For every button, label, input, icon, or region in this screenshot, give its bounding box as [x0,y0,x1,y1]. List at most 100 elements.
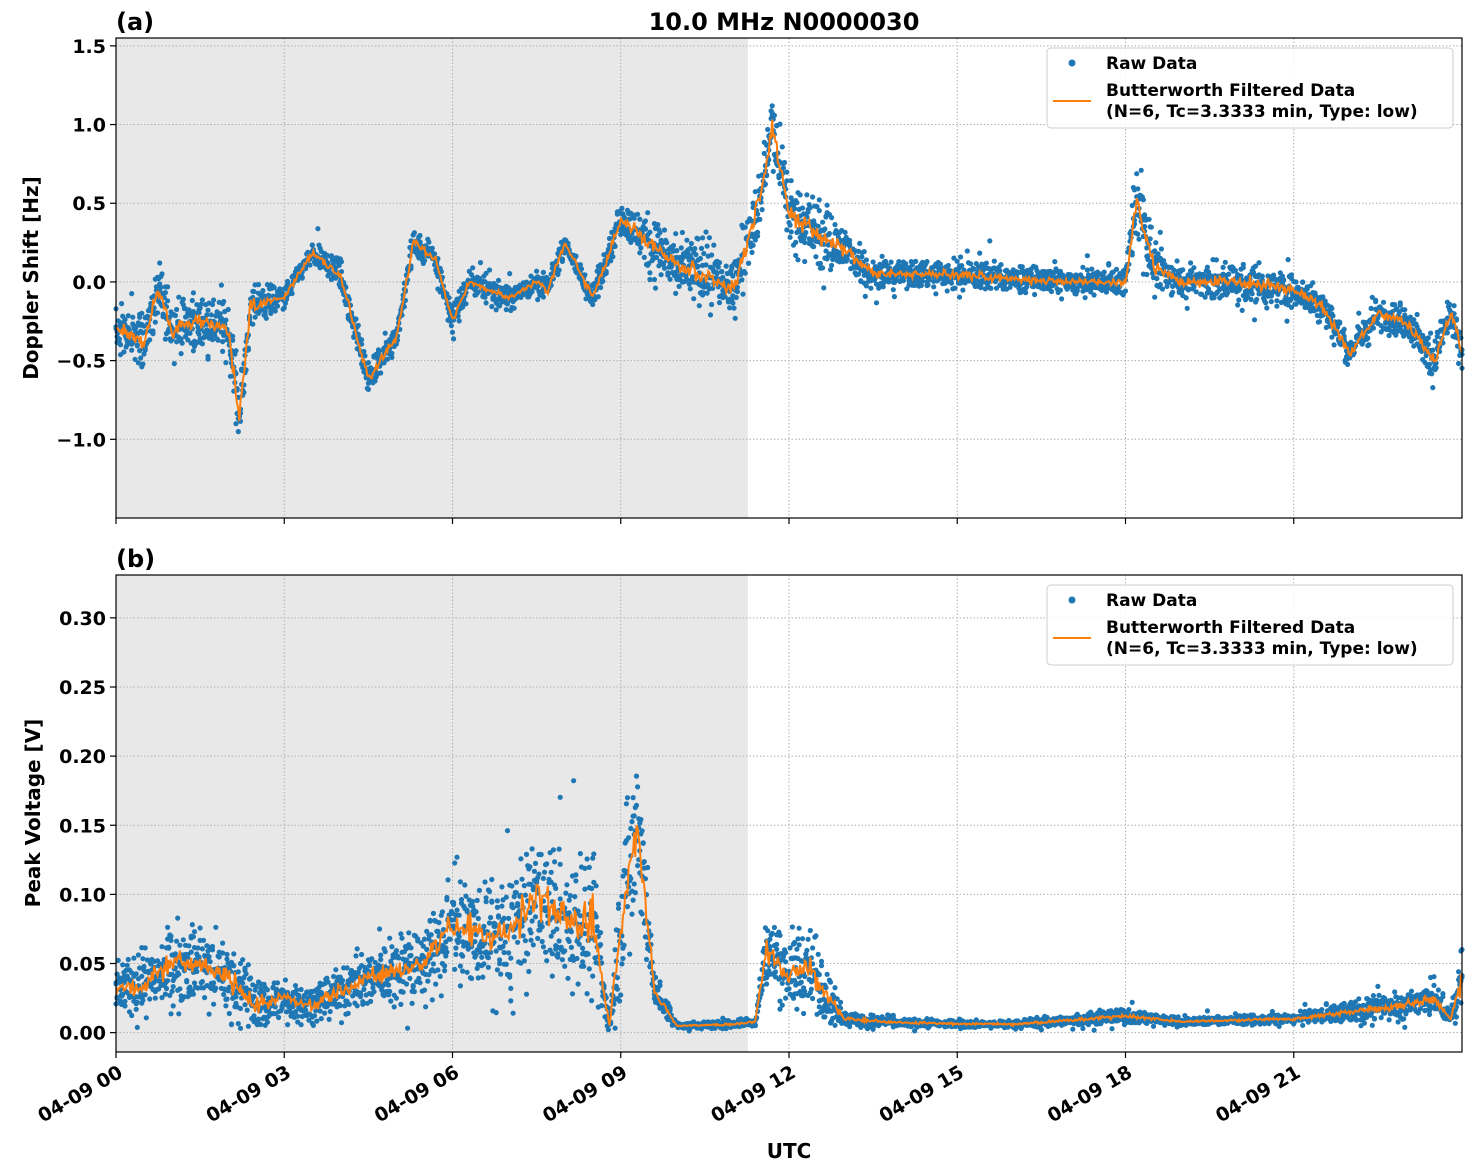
raw-data-point [184,977,190,984]
raw-data-point [200,937,207,943]
legend-filtered-label: Butterworth Filtered Data [1106,81,1355,101]
raw-data-point [154,310,161,316]
raw-data-point [792,206,798,212]
raw-data-point [954,258,960,264]
raw-data-point [1251,317,1258,323]
raw-data-point [251,289,257,295]
raw-data-point [968,261,974,267]
raw-data-point [494,898,500,904]
raw-data-point [896,259,902,265]
raw-data-point [521,883,527,889]
raw-data-point [317,1008,323,1014]
raw-data-point [377,926,383,932]
raw-data-point [1402,307,1408,313]
raw-data-point [600,278,606,284]
raw-data-point [209,337,216,343]
raw-data-point [655,222,661,228]
raw-data-point [408,952,414,959]
raw-data-point [170,1003,176,1009]
raw-data-point [489,876,495,883]
raw-data-point [1183,295,1189,301]
raw-data-point [382,949,388,955]
raw-data-point [658,272,664,278]
raw-data-point [567,893,573,899]
raw-data-point [452,966,458,972]
raw-data-point [117,342,124,348]
raw-data-point [824,202,830,208]
raw-data-point [540,944,547,950]
raw-data-point [802,239,808,246]
raw-data-point [1368,305,1374,311]
raw-data-point [667,276,673,282]
raw-data-point [338,259,345,265]
raw-data-point [209,947,216,953]
raw-data-point [571,778,577,784]
raw-data-point [207,959,213,965]
raw-data-point [132,356,138,362]
raw-data-point [559,256,566,262]
raw-data-point [526,968,532,975]
raw-data-point [371,989,377,995]
raw-data-point [711,242,717,248]
raw-data-point [1174,258,1180,264]
raw-data-point [641,254,647,260]
raw-data-point [701,250,707,257]
raw-data-point [1089,266,1095,272]
raw-data-point [931,284,937,290]
raw-data-point [731,305,737,311]
raw-data-point [540,269,547,275]
raw-data-point [205,307,211,313]
raw-data-point [732,315,738,321]
raw-data-point [421,987,428,993]
raw-data-point [569,991,576,997]
raw-data-point [429,245,435,251]
raw-data-point [456,318,462,324]
raw-data-point [1366,342,1372,348]
raw-data-point [703,229,709,235]
raw-data-point [178,336,184,342]
raw-data-point [1370,325,1376,331]
raw-data-point [469,975,475,982]
raw-data-point [1433,365,1439,371]
raw-data-point [1153,240,1159,246]
raw-data-point [555,954,561,960]
raw-data-point [1222,259,1228,265]
raw-data-point [494,967,500,973]
raw-data-point [122,317,128,323]
raw-data-point [513,879,520,885]
raw-data-point [1135,186,1141,192]
raw-data-point [716,300,723,306]
raw-data-point [1225,290,1231,296]
raw-data-point [213,985,219,991]
raw-data-point [1091,292,1097,298]
raw-data-point [572,894,578,900]
raw-data-point [430,961,436,967]
raw-data-point [120,962,126,968]
raw-data-point [460,304,466,310]
raw-data-point [847,237,853,243]
raw-data-point [688,240,695,247]
raw-data-point [523,851,530,858]
raw-data-point [237,1005,244,1012]
raw-data-point [220,348,226,354]
raw-data-point [631,215,637,221]
raw-data-point [328,253,334,259]
raw-data-point [133,1006,139,1012]
raw-data-point [522,938,529,944]
legend-filtered-params: (N=6, Tc=3.3333 min, Type: low) [1106,102,1418,122]
raw-data-point [696,303,702,309]
raw-data-point [135,952,141,958]
raw-data-point [971,266,977,272]
raw-data-point [176,971,182,977]
raw-data-point [315,226,321,232]
raw-data-point [190,348,196,354]
raw-data-point [566,897,572,903]
raw-data-point [1084,253,1090,259]
raw-data-point [204,327,210,333]
raw-data-point [879,253,885,259]
raw-data-point [1138,167,1144,173]
raw-data-point [124,342,130,348]
raw-data-point [944,288,950,294]
raw-data-point [1140,197,1146,203]
raw-data-point [282,977,288,983]
